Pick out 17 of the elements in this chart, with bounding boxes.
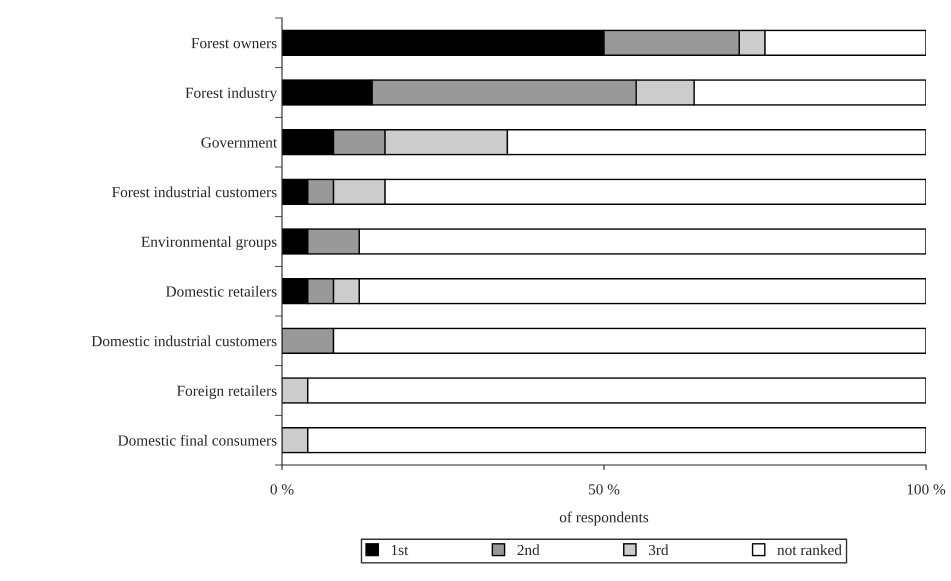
x-axis-title: of respondents bbox=[560, 511, 648, 526]
y-tick-label: Environmental groups bbox=[141, 236, 277, 250]
y-tick-label: Foreign retailers bbox=[177, 385, 277, 400]
x-tick-label: 50 % bbox=[588, 484, 620, 495]
legend-label: not ranked bbox=[777, 544, 842, 556]
y-tick-label: Forest owners bbox=[191, 38, 277, 48]
y-tick-label: Forest industry bbox=[185, 87, 278, 102]
y-tick-label: Domestic industrial customers bbox=[92, 336, 277, 346]
legend-label: 2nd bbox=[517, 544, 540, 556]
y-tick-label: Domestic final consumers bbox=[118, 434, 277, 446]
legend-label: 3rd bbox=[648, 544, 668, 556]
y-tick-label: Government bbox=[201, 137, 278, 148]
x-tick-label: 100 % bbox=[908, 484, 946, 495]
legend-label: 1st bbox=[392, 544, 408, 556]
x-tick-label: 0 % bbox=[270, 484, 294, 495]
y-tick-label: Forest industrial customers bbox=[112, 186, 277, 198]
y-tick-label: Domestic retailers bbox=[166, 286, 277, 297]
